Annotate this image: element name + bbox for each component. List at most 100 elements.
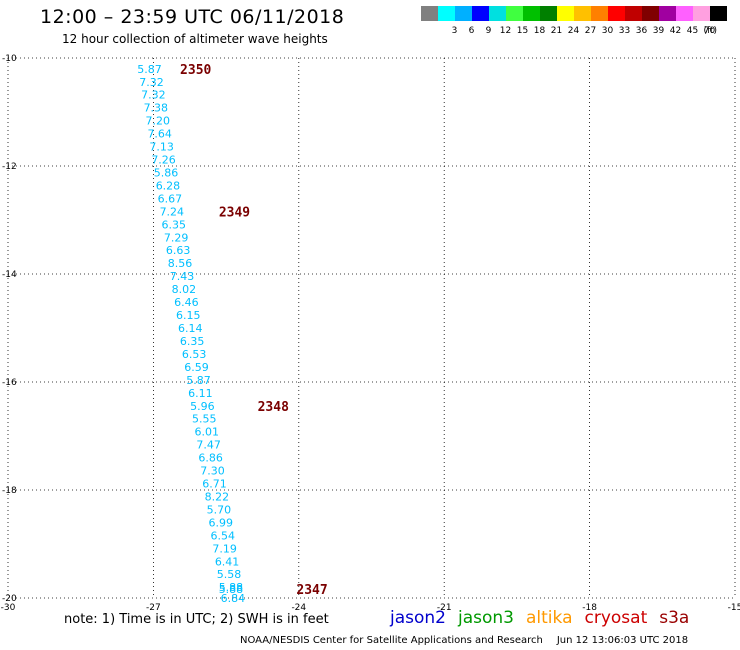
- wave-height-label: 5.87: [186, 374, 211, 387]
- satellite-altika: altika: [526, 608, 573, 628]
- colorbar-label: 3: [452, 26, 458, 36]
- colorbar-swatch: [557, 6, 574, 21]
- footer-credit: NOAA/NESDIS Center for Satellite Applica…: [240, 635, 543, 646]
- colorbar-swatch: [506, 6, 523, 21]
- colorbar-swatch: [455, 6, 472, 21]
- wave-height-label: 5.70: [207, 503, 232, 516]
- colorbar-swatch: [608, 6, 625, 21]
- wave-height-label: 5.55: [192, 413, 217, 426]
- wave-height-label: 5.86: [154, 166, 179, 179]
- wave-height-label: 6.11: [188, 387, 213, 400]
- wave-height-label: 8.02: [172, 283, 197, 296]
- wave-height-label: 7.32: [139, 76, 164, 89]
- wave-height-label: 5.88: [219, 581, 244, 594]
- colorbar-swatch: [625, 6, 642, 21]
- x-tick-label: -18: [582, 603, 597, 610]
- wave-height-label: 6.59: [184, 361, 209, 374]
- y-tick-label: -20: [2, 594, 17, 604]
- wave-height-label: 5.58: [217, 568, 242, 581]
- wave-height-label: 7.29: [164, 231, 189, 244]
- wave-height-label: 6.67: [158, 192, 183, 205]
- colorbar-label: 39: [653, 26, 665, 36]
- colorbar-swatch: [693, 6, 710, 21]
- wave-height-label: 6.99: [209, 516, 234, 529]
- satellite-s3a: s3a: [659, 608, 690, 628]
- wave-height-label: 6.71: [202, 478, 227, 491]
- wave-height-label: 7.38: [144, 102, 169, 115]
- colorbar-label: 6: [469, 26, 475, 36]
- colorbar-label: 12: [500, 26, 511, 36]
- wave-height-label: 6.54: [210, 529, 235, 542]
- wave-height-label: 6.35: [162, 218, 187, 231]
- colorbar-label: 18: [534, 26, 546, 36]
- wave-height-label: 6.84: [221, 592, 246, 605]
- wave-height-label: 6.86: [198, 452, 223, 465]
- colorbar-swatch: [676, 6, 693, 21]
- wave-height-label: 6.35: [180, 335, 205, 348]
- y-tick-label: -14: [2, 270, 17, 280]
- wave-height-plot: -30 -27 -24 -21 -18 -15 -10 -12 -14 -16 -18 -20 5.87…: [1, 54, 740, 610]
- color-legend: 3 6 9 12 15 18 21 24 27 30 33 36 39 42 45 70(ft): [421, 6, 727, 36]
- colorbar-swatch: [540, 6, 557, 21]
- colorbar-label: 42: [670, 26, 681, 36]
- wave-height-label: 8.22: [205, 490, 230, 503]
- wave-height-label: 7.43: [170, 270, 195, 283]
- wave-height-label: 7.20: [146, 115, 171, 128]
- colorbar-label: 45: [687, 26, 698, 36]
- time-label: 2349: [219, 205, 250, 220]
- wave-height-label: 6.01: [194, 426, 219, 439]
- colorbar-swatch: [523, 6, 540, 21]
- wave-height-label: 6.14: [178, 322, 203, 335]
- colorbar-swatch: [472, 6, 489, 21]
- colorbar-swatch: [574, 6, 591, 21]
- chart-title: 12:00 – 23:59 UTC 06/11/2018: [40, 6, 345, 28]
- y-tick-label: -18: [2, 486, 17, 496]
- chart-subtitle: 12 hour collection of altimeter wave hei…: [62, 32, 328, 46]
- satellite-jason2: jason2: [390, 608, 446, 628]
- colorbar-label: 70: [704, 26, 716, 36]
- satellite-legend: jason2 jason3 altika cryosat s3a: [390, 608, 701, 628]
- x-tick-label: -21: [437, 603, 452, 610]
- wave-height-label: 5.87: [137, 63, 162, 76]
- note-text: note: 1) Time is in UTC; 2) SWH is in fe…: [64, 612, 329, 627]
- satellite-cryosat: cryosat: [584, 608, 648, 628]
- colorbar-unit: (ft): [703, 26, 717, 36]
- wave-height-label: 7.13: [149, 141, 174, 154]
- y-tick-label: -12: [2, 162, 17, 172]
- colorbar-swatch: [591, 6, 608, 21]
- wave-height-label: 7.26: [151, 154, 176, 167]
- colorbar-label: 9: [486, 26, 492, 36]
- footer: NOAA/NESDIS Center for Satellite Applica…: [240, 635, 688, 646]
- wave-height-label: 7.24: [160, 205, 185, 218]
- x-tick-label: -15: [728, 603, 740, 610]
- colorbar-label: 36: [636, 26, 648, 36]
- wave-height-label: 6.15: [176, 309, 201, 322]
- wave-height-label: 6.28: [156, 179, 181, 192]
- colorbar-swatch: [642, 6, 659, 21]
- wave-height-label: 7.64: [147, 128, 172, 141]
- wave-height-label: 7.19: [212, 542, 237, 555]
- wave-height-label: 7.30: [200, 465, 225, 478]
- wave-height-label: 6.63: [166, 244, 191, 257]
- colorbar-label: 21: [551, 26, 562, 36]
- wave-height-label: 5.88: [219, 583, 244, 596]
- satellite-jason3: jason3: [458, 608, 514, 628]
- wave-height-label: 6.53: [182, 348, 207, 361]
- x-tick-label: -27: [146, 603, 161, 610]
- wave-height-label: 6.41: [215, 555, 240, 568]
- time-label: 2347: [296, 583, 327, 598]
- colorbar-swatch: [438, 6, 455, 21]
- time-label: 2350: [180, 63, 211, 78]
- colorbar-label: 30: [602, 26, 614, 36]
- wave-height-label: 5.96: [190, 400, 215, 413]
- time-label: 2348: [258, 400, 289, 415]
- footer-timestamp: Jun 12 13:06:03 UTC 2018: [556, 635, 689, 646]
- y-tick-label: -10: [2, 54, 17, 64]
- colorbar-label: 15: [517, 26, 528, 36]
- colorbar-swatch: [421, 6, 438, 21]
- x-tick-label: -24: [291, 603, 306, 610]
- colorbar-label: 24: [568, 26, 580, 36]
- wave-height-label: 7.47: [196, 439, 221, 452]
- colorbar-label: 33: [619, 26, 630, 36]
- y-tick-label: -16: [2, 378, 17, 388]
